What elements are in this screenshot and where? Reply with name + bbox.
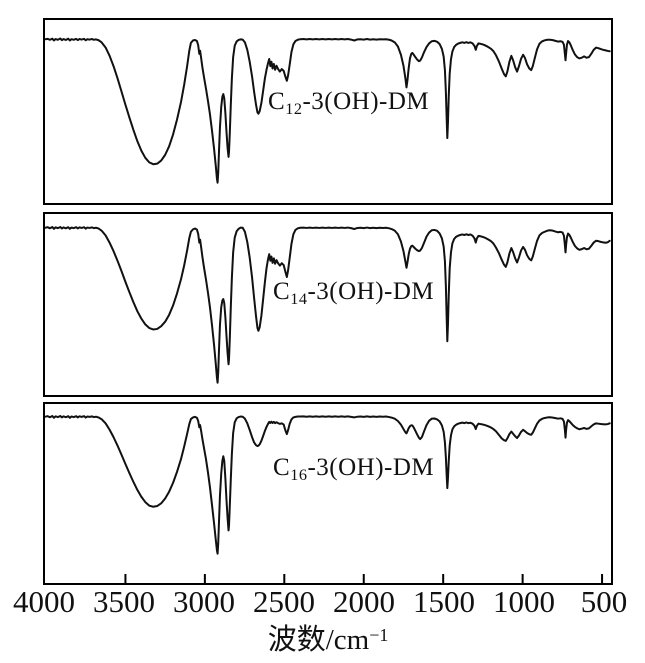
- x-axis-title-exponent: −1: [369, 624, 389, 645]
- label-suffix: -3(OH)-DM: [307, 454, 435, 481]
- label-prefix: C: [273, 454, 291, 481]
- label-subscript: 12: [285, 99, 303, 118]
- x-axis-tick-label: 3000: [173, 584, 235, 619]
- spectrum-panel-c14: C14-3(OH)-DM: [43, 212, 613, 397]
- x-axis-tick-label: 2500: [253, 584, 315, 619]
- spectrum-curve-c12: [45, 20, 611, 203]
- label-subscript: 16: [290, 465, 308, 484]
- label-suffix: -3(OH)-DM: [302, 88, 430, 115]
- x-axis-tick-labels: 4000 3500 3000 2500 2000 1500 1000 500: [0, 584, 645, 620]
- spectrum-label-c14: C14-3(OH)-DM: [273, 278, 434, 309]
- x-axis-tick-label: 3500: [93, 584, 155, 619]
- x-axis-tick-label: 1000: [493, 584, 555, 619]
- spectrum-curve-c14: [45, 214, 611, 395]
- x-axis-tick-label: 500: [580, 584, 628, 619]
- label-subscript: 14: [290, 289, 308, 308]
- spectrum-label-c16: C16-3(OH)-DM: [273, 454, 434, 485]
- label-prefix: C: [268, 88, 286, 115]
- spectrum-label-c12: C12-3(OH)-DM: [268, 88, 429, 119]
- spectrum-panel-c12: C12-3(OH)-DM: [43, 18, 613, 205]
- x-axis-tick-label: 1500: [413, 584, 475, 619]
- label-suffix: -3(OH)-DM: [307, 278, 435, 305]
- x-axis-tick-label: 4000: [13, 584, 75, 619]
- x-axis-tick-label: 2000: [333, 584, 395, 619]
- spectrum-curve-c16: [45, 404, 611, 583]
- x-axis-title: 波数/cm−1: [43, 616, 613, 658]
- spectrum-panel-c16: C16-3(OH)-DM: [43, 402, 613, 585]
- label-prefix: C: [273, 278, 291, 305]
- x-axis-title-text: 波数/cm: [267, 624, 370, 656]
